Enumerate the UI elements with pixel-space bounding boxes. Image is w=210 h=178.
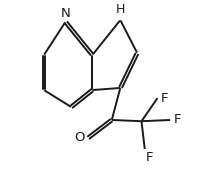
Text: F: F — [161, 91, 168, 105]
Text: F: F — [174, 113, 181, 127]
Text: F: F — [146, 151, 153, 164]
Text: H: H — [116, 3, 125, 16]
Text: O: O — [74, 131, 85, 145]
Text: N: N — [61, 7, 70, 20]
